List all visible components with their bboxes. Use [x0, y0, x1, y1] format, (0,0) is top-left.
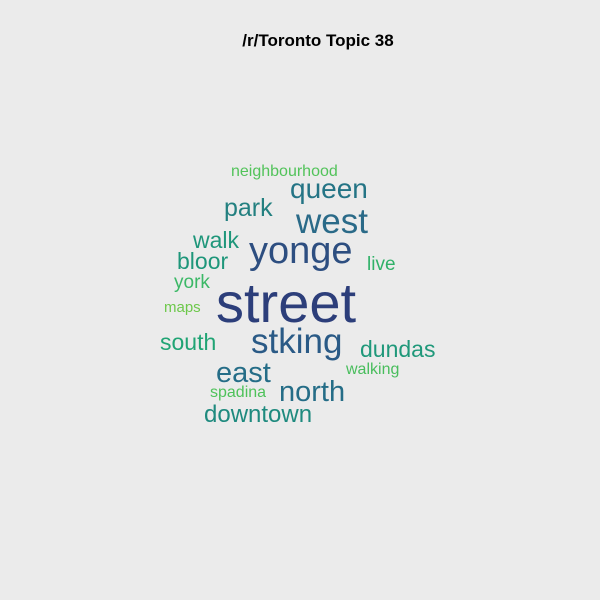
word-neighbourhood: neighbourhood	[231, 163, 338, 180]
word-queen: queen	[290, 173, 368, 204]
word-yonge: yonge	[249, 230, 353, 272]
word-walk: walk	[193, 227, 240, 253]
word-stking: stking	[251, 322, 343, 361]
word-west: west	[296, 202, 368, 241]
word-downtown: downtown	[204, 401, 313, 428]
word-park: park	[224, 194, 273, 222]
word-maps: maps	[164, 299, 201, 316]
word-street: street	[216, 271, 357, 334]
word-east: east	[216, 357, 271, 389]
word-dundas: dundas	[360, 336, 436, 362]
word-south: south	[160, 329, 217, 355]
word-live: live	[367, 254, 396, 275]
chart-title: /r/Toronto Topic 38	[242, 31, 394, 50]
word-north: north	[279, 376, 346, 408]
word-walking: walking	[346, 361, 400, 378]
word-bloor: bloor	[177, 248, 229, 274]
word-york: york	[174, 272, 210, 293]
word-spadina: spadina	[210, 384, 267, 401]
